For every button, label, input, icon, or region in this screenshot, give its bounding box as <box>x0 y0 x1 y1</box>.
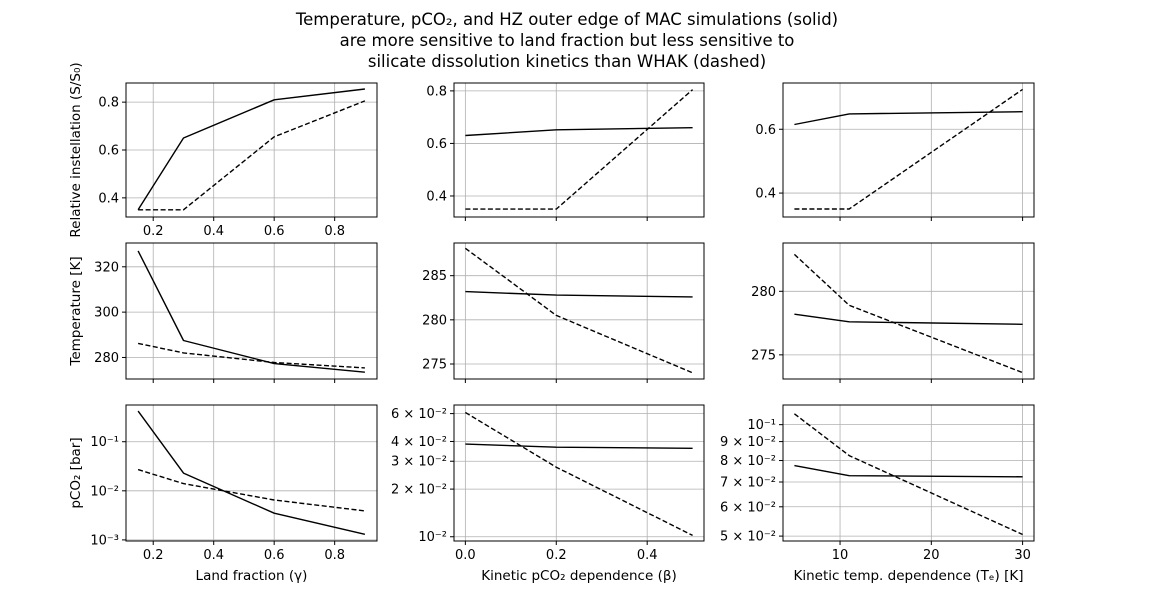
y-tick-label: 280 <box>94 351 119 366</box>
series-line-whak <box>793 253 1023 374</box>
axes-frame <box>453 404 705 542</box>
series-line-whak <box>464 247 693 374</box>
y-tick-label: 10⁻² <box>418 530 447 545</box>
y-tick-label: 0.6 <box>426 137 447 152</box>
y-tick-label: 10⁻¹ <box>90 435 119 450</box>
series-line-whak <box>793 413 1023 536</box>
y-tick-label: 8 × 10⁻² <box>720 454 776 469</box>
series-line-whak <box>465 411 693 537</box>
x-tick-label: 0.2 <box>143 548 164 563</box>
axes-frame <box>782 82 1035 218</box>
subplot-relinst-te: 0.4 0.6 <box>755 82 1035 221</box>
axes-frame <box>453 242 705 380</box>
subplot-pco2-beta: 0.0 0.2 0.4 10⁻² 2 × 10⁻² 3 × 10⁻² 4 × 10⁻² 6 ×… <box>391 404 705 584</box>
y-tick-label: 320 <box>94 260 119 275</box>
figure-title-line-2: are more sensitive to land fraction but … <box>340 31 795 50</box>
series-line-whak <box>794 88 1023 210</box>
x-tick-label: 0.4 <box>637 548 658 563</box>
y-tick-label: 280 <box>751 285 776 300</box>
x-tick-label: 0.4 <box>203 224 224 239</box>
x-tick-label: 20 <box>923 548 940 563</box>
y-tick-label: 0.8 <box>426 84 447 99</box>
y-tick-label: 10⁻² <box>90 484 119 499</box>
axes-frame <box>453 82 705 218</box>
y-tick-label: 5 × 10⁻² <box>720 530 776 545</box>
series-line-mac <box>465 127 693 137</box>
y-axis-label: Relative instellation (S/S₀) <box>68 62 84 237</box>
y-tick-label: 6 × 10⁻² <box>391 407 447 422</box>
y-tick-label: 0.4 <box>98 191 119 206</box>
series-line-mac <box>137 88 365 211</box>
y-tick-label: 300 <box>94 306 119 321</box>
x-tick-label: 0.6 <box>264 548 285 563</box>
series-line-whak <box>465 89 694 210</box>
axes-frame <box>125 242 378 380</box>
series-line-mac <box>137 410 366 535</box>
y-tick-label: 0.4 <box>426 189 447 204</box>
subplot-relinst-gamma: 0.2 0.4 0.6 0.8 0.4 0.6 0.8 Relative instellati… <box>68 62 378 239</box>
y-tick-label: 6 × 10⁻² <box>720 500 776 515</box>
y-tick-label: 0.6 <box>98 144 119 159</box>
y-tick-label: 3 × 10⁻² <box>391 455 447 470</box>
x-tick-label: 0.6 <box>264 224 285 239</box>
x-tick-label: 30 <box>1014 548 1031 563</box>
x-axis-label: Kinetic pCO₂ dependence (β) <box>481 568 676 584</box>
y-tick-label: 4 × 10⁻² <box>391 435 447 450</box>
subplot-temp-beta: 275 280 285 <box>422 242 705 383</box>
subplot-temp-gamma: 280 300 320 Temperature [K] <box>68 242 378 383</box>
series-line-mac <box>794 313 1023 325</box>
y-tick-label: 9 × 10⁻² <box>720 435 776 450</box>
subplot-pco2-gamma: 0.2 0.4 0.6 0.8 10⁻³ 10⁻² 10⁻¹ Land fraction (γ… <box>68 404 378 584</box>
series-line-whak <box>137 342 365 369</box>
y-tick-label: 0.8 <box>98 96 119 111</box>
x-tick-label: 0.4 <box>203 548 224 563</box>
y-tick-label: 7 × 10⁻² <box>720 476 776 491</box>
y-tick-label: 0.6 <box>755 123 776 138</box>
y-tick-label: 275 <box>422 357 447 372</box>
series-line-whak <box>138 100 366 211</box>
series-line-mac <box>137 250 365 373</box>
series-line-mac <box>465 443 693 449</box>
x-tick-label: 0.2 <box>143 224 164 239</box>
y-axis-label: pCO₂ [bar] <box>68 437 84 508</box>
x-axis-label: Kinetic temp. dependence (Tₑ) [K] <box>794 568 1024 584</box>
subplot-pco2-te: 10 20 30 5 × 10⁻² 6 × 10⁻² 7 × 10⁻² 8 × 10⁻² 9 … <box>720 404 1035 584</box>
axes-frame <box>125 404 378 542</box>
y-tick-label: 10⁻¹ <box>747 418 776 433</box>
x-tick-label: 0.2 <box>546 548 567 563</box>
x-tick-label: 0.0 <box>455 548 476 563</box>
x-tick-label: 0.8 <box>324 548 345 563</box>
x-tick-label: 0.8 <box>324 224 345 239</box>
subplot-grid: 0.2 0.4 0.6 0.8 0.4 0.6 0.8 Relative instellati… <box>68 62 1035 584</box>
figure-title-line-1: Temperature, pCO₂, and HZ outer edge of … <box>295 10 838 29</box>
y-tick-label: 275 <box>751 348 776 363</box>
axes-frame <box>782 242 1035 380</box>
series-line-mac <box>794 464 1023 478</box>
x-tick-label: 10 <box>832 548 849 563</box>
subplot-temp-te: 275 280 <box>751 242 1035 383</box>
y-tick-label: 2 × 10⁻² <box>391 483 447 498</box>
series-line-mac <box>465 290 693 298</box>
y-tick-label: 10⁻³ <box>90 533 119 548</box>
figure-title-line-3: silicate dissolution kinetics than WHAK … <box>368 52 766 71</box>
series-line-whak <box>137 468 365 512</box>
y-tick-label: 0.4 <box>755 187 776 202</box>
y-tick-label: 280 <box>422 313 447 328</box>
axes-frame <box>782 404 1035 542</box>
y-tick-label: 285 <box>422 269 447 284</box>
subplot-relinst-beta: 0.4 0.6 0.8 <box>426 82 705 221</box>
x-axis-label: Land fraction (γ) <box>196 568 308 584</box>
y-axis-label: Temperature [K] <box>68 256 84 366</box>
series-line-mac <box>794 111 1023 126</box>
